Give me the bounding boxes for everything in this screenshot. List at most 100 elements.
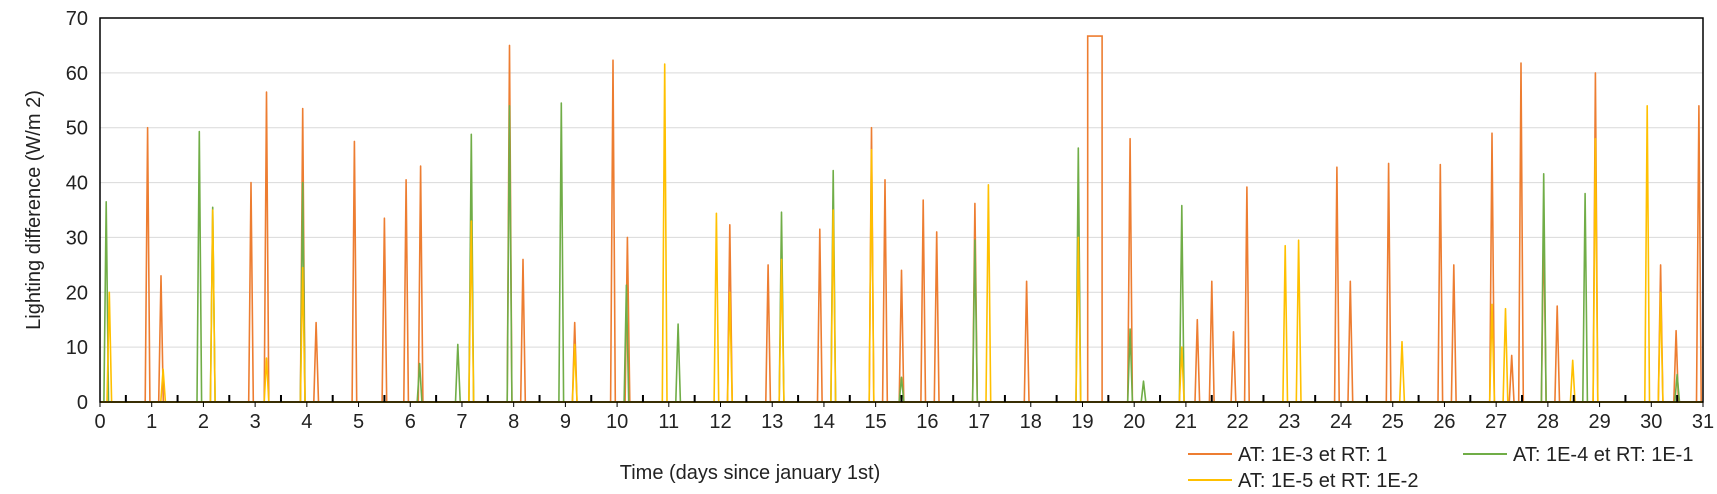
x-tick-label: 25 xyxy=(1382,411,1404,433)
y-tick-labels: 0 10 20 30 40 50 60 70 xyxy=(66,8,88,414)
series-spike xyxy=(196,130,203,403)
y-tick-label: 0 xyxy=(77,392,88,414)
y-tick-label: 60 xyxy=(66,63,88,85)
series-spike xyxy=(1208,280,1215,403)
x-tick-label: 24 xyxy=(1330,411,1352,433)
x-tick-label: 13 xyxy=(761,411,783,433)
x-tick-label: 7 xyxy=(456,411,467,433)
series-spike xyxy=(1178,346,1185,403)
series-spike xyxy=(1502,307,1509,403)
x-tick-label: 2 xyxy=(198,411,209,433)
series-spike xyxy=(1178,204,1185,403)
series-spike xyxy=(898,376,905,403)
series-spike xyxy=(985,184,992,403)
series-spike xyxy=(765,264,772,403)
series-spike xyxy=(106,291,113,403)
x-tick-label: 23 xyxy=(1278,411,1300,433)
series-spike xyxy=(519,258,527,403)
series-spike xyxy=(1347,280,1354,403)
series-spike xyxy=(1385,162,1392,403)
series-layer xyxy=(100,35,1703,403)
series-spike xyxy=(1657,291,1664,403)
x-tick-label: 4 xyxy=(301,411,312,433)
y-tick-label: 30 xyxy=(66,227,88,249)
series-spike xyxy=(571,343,578,403)
series-spike xyxy=(713,212,720,403)
series-spike xyxy=(416,362,423,403)
series-spike xyxy=(1674,373,1681,403)
series-spike xyxy=(830,209,837,403)
series-spike xyxy=(1517,62,1525,403)
series-spike xyxy=(1295,239,1302,403)
series-spike xyxy=(1023,280,1030,403)
series-spike xyxy=(157,274,165,403)
y-tick-label: 40 xyxy=(66,173,88,195)
x-tick-label: 9 xyxy=(560,411,571,433)
series-spike xyxy=(933,231,940,403)
series-spike xyxy=(454,343,461,403)
legend-entry-series-3: AT: 1E-5 et RT: 1E-2 xyxy=(1188,470,1418,492)
series-spike xyxy=(351,140,358,403)
y-axis-title: Lighting difference (W/m 2) xyxy=(23,90,45,330)
series-spike xyxy=(661,63,668,403)
series-spike xyxy=(1540,173,1547,403)
series-spike xyxy=(313,321,320,403)
y-tick-label: 50 xyxy=(66,118,88,140)
legend-entry-series-1: AT: 1E-3 et RT: 1 xyxy=(1188,444,1387,466)
x-tick-label: 6 xyxy=(405,411,416,433)
series-spike xyxy=(971,239,979,403)
series-spike xyxy=(1230,330,1237,403)
series-spike xyxy=(558,102,565,403)
series-spike xyxy=(675,323,682,403)
series-spike xyxy=(160,368,167,403)
y-tick-label: 20 xyxy=(66,282,88,304)
series-spike xyxy=(1644,105,1651,403)
series-spike xyxy=(1450,264,1457,403)
series-spike xyxy=(1508,354,1515,403)
series-spike xyxy=(726,291,733,403)
x-tick-label: 16 xyxy=(916,411,938,433)
series-spike xyxy=(1437,163,1444,403)
series-spike xyxy=(1569,359,1576,403)
legend: AT: 1E-3 et RT: 1 AT: 1E-4 et RT: 1E-1 A… xyxy=(1188,444,1693,492)
series-spike xyxy=(1126,328,1134,403)
x-tick-label: 30 xyxy=(1640,411,1662,433)
x-tick-label: 5 xyxy=(353,411,364,433)
series-spike xyxy=(247,181,255,403)
series-spike xyxy=(1592,137,1599,403)
x-tick-label: 14 xyxy=(813,411,835,433)
series-spike xyxy=(898,269,905,403)
x-axis-title: Time (days since january 1st) xyxy=(620,462,880,484)
series-spike xyxy=(868,148,875,403)
series-spike xyxy=(1075,236,1082,403)
x-tick-label: 11 xyxy=(658,411,679,433)
series-spike xyxy=(1582,192,1589,403)
x-tick-label: 22 xyxy=(1226,411,1248,433)
x-tick-label: 0 xyxy=(94,411,105,433)
legend-label: AT: 1E-5 et RT: 1E-2 xyxy=(1238,470,1418,492)
legend-entry-series-2: AT: 1E-4 et RT: 1E-1 xyxy=(1463,444,1693,466)
series-plateau xyxy=(1086,35,1103,402)
series-spike xyxy=(623,284,630,403)
series-spike xyxy=(1282,244,1289,403)
x-tick-label: 21 xyxy=(1175,411,1197,433)
x-tick-label: 18 xyxy=(1020,411,1042,433)
x-tick-label: 27 xyxy=(1485,411,1507,433)
x-tick-label: 8 xyxy=(508,411,519,433)
series-spike xyxy=(403,179,410,403)
series-spike xyxy=(299,266,306,403)
axis-ticks xyxy=(99,395,1704,407)
series-spike xyxy=(1140,380,1147,403)
x-tick-label: 3 xyxy=(250,411,261,433)
x-tick-label: 19 xyxy=(1071,411,1093,433)
x-tick-label: 26 xyxy=(1433,411,1455,433)
series-spike xyxy=(609,59,617,403)
x-tick-label: 15 xyxy=(865,411,887,433)
x-tick-label: 1 xyxy=(146,411,157,433)
series-spike xyxy=(1554,305,1561,403)
y-tick-label: 70 xyxy=(66,8,88,30)
series-spike xyxy=(263,357,270,403)
x-tick-label: 31 xyxy=(1692,411,1714,433)
